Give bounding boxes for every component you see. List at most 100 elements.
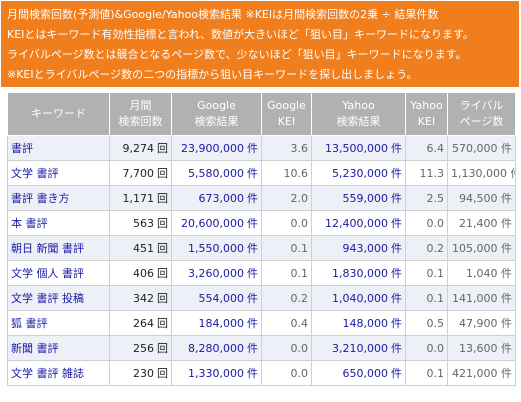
yahoo-results-link-value[interactable]: 559,000 bbox=[342, 192, 389, 205]
google-results-link-unit: 件 bbox=[247, 267, 258, 280]
google-kei: 10.6 bbox=[261, 160, 312, 186]
monthly-searches-value: 342 bbox=[133, 292, 154, 305]
google-results-link[interactable]: 1,330,000 件 bbox=[171, 360, 262, 386]
keyword-link-value[interactable]: 文学 書評 投稿 bbox=[11, 292, 84, 305]
google-results-link-value[interactable]: 20,600,000 bbox=[181, 217, 244, 230]
yahoo-kei: 0.0 bbox=[405, 335, 448, 361]
keyword-link-value[interactable]: 文学 個人 書評 bbox=[11, 267, 84, 280]
keyword-link[interactable]: 文学 書評 bbox=[7, 160, 110, 186]
google-results-link-unit: 件 bbox=[247, 367, 258, 380]
yahoo-results-link[interactable]: 1,040,000 件 bbox=[311, 285, 406, 311]
keyword-link-value[interactable]: 新聞 書評 bbox=[11, 342, 59, 355]
monthly-searches-unit: 回 bbox=[157, 167, 168, 180]
keyword-link-value[interactable]: 本 書評 bbox=[11, 217, 48, 230]
rival-pages: 21,400 件 bbox=[447, 210, 516, 236]
google-results-link[interactable]: 8,280,000 件 bbox=[171, 335, 262, 361]
google-results-link-value[interactable]: 3,260,000 bbox=[188, 267, 244, 280]
keyword-link[interactable]: 狐 書評 bbox=[7, 310, 110, 336]
yahoo-results-link[interactable]: 5,230,000 件 bbox=[311, 160, 406, 186]
keyword-link[interactable]: 書評 bbox=[7, 135, 110, 161]
yahoo-results-link[interactable]: 1,830,000 件 bbox=[311, 260, 406, 286]
yahoo-results-link[interactable]: 12,400,000 件 bbox=[311, 210, 406, 236]
table-row: 本 書評 563 回 20,600,000 件 0.0 12,400,000 件 0.0 21,4… bbox=[7, 210, 516, 236]
yahoo-kei: 0.0 bbox=[405, 210, 448, 236]
yahoo-results-link-value[interactable]: 943,000 bbox=[342, 242, 389, 255]
yahoo-results-link[interactable]: 3,210,000 件 bbox=[311, 335, 406, 361]
rival-pages: 421,000 件 bbox=[447, 360, 516, 386]
yahoo-results-link[interactable]: 148,000 件 bbox=[311, 310, 406, 336]
google-results-link[interactable]: 1,550,000 件 bbox=[171, 235, 262, 261]
google-results-link[interactable]: 184,000 件 bbox=[171, 310, 262, 336]
keyword-link[interactable]: 新聞 書評 bbox=[7, 335, 110, 361]
yahoo-results-link-value[interactable]: 3,210,000 bbox=[332, 342, 388, 355]
google-results-link[interactable]: 3,260,000 件 bbox=[171, 260, 262, 286]
google-results-link[interactable]: 673,000 件 bbox=[171, 185, 262, 211]
keyword-link[interactable]: 文学 書評 投稿 bbox=[7, 285, 110, 311]
keyword-link-value[interactable]: 書評 bbox=[11, 142, 33, 155]
column-header-line: Yahoo bbox=[410, 99, 443, 112]
table-row: 文学 書評 雑誌 230 回 1,330,000 件 0.0 650,000 件 0.1 421,… bbox=[7, 360, 516, 386]
monthly-searches-value: 256 bbox=[133, 342, 154, 355]
yahoo-results-link-value[interactable]: 650,000 bbox=[342, 367, 389, 380]
keyword-link-value[interactable]: 文学 書評 bbox=[11, 167, 59, 180]
google-results-link-unit: 件 bbox=[247, 242, 258, 255]
banner-line: ※KEIとライバルページ数の二つの指標から狙い目キーワードを探し出しましょう。 bbox=[7, 68, 418, 81]
rival-pages: 1,040 件 bbox=[447, 260, 516, 286]
monthly-searches-value: 264 bbox=[133, 317, 154, 330]
keyword-link-value[interactable]: 文学 書評 雑誌 bbox=[11, 367, 84, 380]
rival-pages: 570,000 件 bbox=[447, 135, 516, 161]
column-header-line: 検索結果 bbox=[194, 115, 239, 128]
google-results-link-value[interactable]: 1,330,000 bbox=[188, 367, 244, 380]
keyword-link-value[interactable]: 朝日 新聞 書評 bbox=[11, 242, 84, 255]
yahoo-results-link-value[interactable]: 12,400,000 bbox=[325, 217, 388, 230]
google-results-link[interactable]: 20,600,000 件 bbox=[171, 210, 262, 236]
yahoo-results-link[interactable]: 559,000 件 bbox=[311, 185, 406, 211]
keyword-link-value[interactable]: 書評 書き方 bbox=[11, 192, 70, 205]
keyword-link[interactable]: 文学 書評 雑誌 bbox=[7, 360, 110, 386]
yahoo-results-link[interactable]: 943,000 件 bbox=[311, 235, 406, 261]
yahoo-results-link[interactable]: 13,500,000 件 bbox=[311, 135, 406, 161]
yahoo-kei-value: 0.1 bbox=[426, 366, 445, 380]
banner-line: KEIとはキーワード有効性指標と言われ、数値が大きいほど「狙い目」キーワードにな… bbox=[7, 28, 474, 41]
google-kei-value: 0.1 bbox=[290, 241, 309, 255]
yahoo-kei: 0.1 bbox=[405, 260, 448, 286]
monthly-searches: 256 回 bbox=[109, 335, 172, 361]
google-results-link-value[interactable]: 8,280,000 bbox=[188, 342, 244, 355]
keyword-link-value[interactable]: 狐 書評 bbox=[11, 317, 48, 330]
column-header-line: キーワード bbox=[31, 107, 86, 120]
google-kei-value: 0.0 bbox=[290, 366, 309, 380]
keyword-link[interactable]: 書評 書き方 bbox=[7, 185, 110, 211]
monthly-searches: 9,274 回 bbox=[109, 135, 172, 161]
keyword-link[interactable]: 本 書評 bbox=[7, 210, 110, 236]
keyword-link[interactable]: 朝日 新聞 書評 bbox=[7, 235, 110, 261]
yahoo-kei: 0.1 bbox=[405, 285, 448, 311]
google-results-link-value[interactable]: 184,000 bbox=[198, 317, 245, 330]
google-results-link-value[interactable]: 554,000 bbox=[198, 292, 245, 305]
google-results-link[interactable]: 5,580,000 件 bbox=[171, 160, 262, 186]
yahoo-results-link-value[interactable]: 1,830,000 bbox=[332, 267, 388, 280]
yahoo-results-link-value[interactable]: 13,500,000 bbox=[325, 142, 388, 155]
google-results-link-unit: 件 bbox=[247, 192, 258, 205]
yahoo-results-link-value[interactable]: 1,040,000 bbox=[332, 292, 388, 305]
monthly-searches: 1,171 回 bbox=[109, 185, 172, 211]
table-row: 狐 書評 264 回 184,000 件 0.4 148,000 件 0.5 47,900 件 bbox=[7, 310, 516, 336]
google-results-link-unit: 件 bbox=[247, 217, 258, 230]
yahoo-results-link[interactable]: 650,000 件 bbox=[311, 360, 406, 386]
yahoo-results-link-value[interactable]: 148,000 bbox=[342, 317, 389, 330]
google-results-link-value[interactable]: 23,900,000 bbox=[181, 142, 244, 155]
google-results-link[interactable]: 23,900,000 件 bbox=[171, 135, 262, 161]
google-results-link-value[interactable]: 1,550,000 bbox=[188, 242, 244, 255]
yahoo-results-link-unit: 件 bbox=[391, 217, 402, 230]
keyword-link[interactable]: 文学 個人 書評 bbox=[7, 260, 110, 286]
google-results-link-value[interactable]: 673,000 bbox=[198, 192, 245, 205]
monthly-searches-unit: 回 bbox=[157, 217, 168, 230]
google-results-link[interactable]: 554,000 件 bbox=[171, 285, 262, 311]
keyword-table: キーワード 月間 検索回数 Google 検索結果 Google KEI Yahoo 検索結果 Y… bbox=[7, 92, 516, 386]
google-kei: 0.4 bbox=[261, 310, 312, 336]
column-header-line: ページ数 bbox=[459, 115, 504, 128]
google-results-link-unit: 件 bbox=[247, 317, 258, 330]
google-kei-value: 0.4 bbox=[290, 316, 309, 330]
yahoo-results-link-value[interactable]: 5,230,000 bbox=[332, 167, 388, 180]
google-results-link-value[interactable]: 5,580,000 bbox=[188, 167, 244, 180]
